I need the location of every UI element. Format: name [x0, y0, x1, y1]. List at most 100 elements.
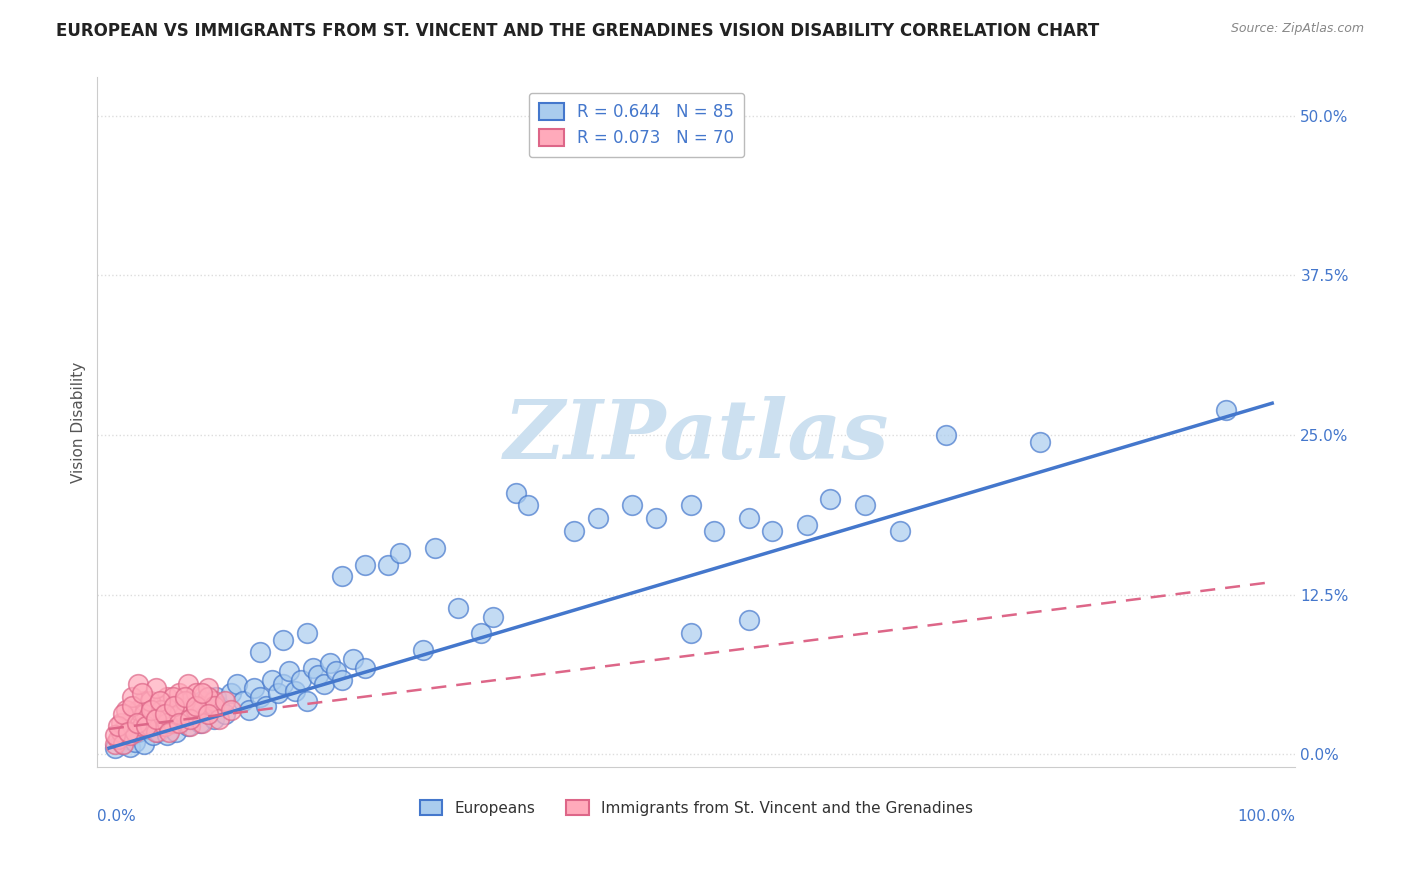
Point	[165, 724, 187, 739]
Point	[197, 690, 219, 704]
Point	[796, 517, 818, 532]
Point	[219, 703, 242, 717]
Point	[188, 715, 211, 730]
Point	[377, 558, 399, 573]
Point	[354, 558, 377, 573]
Point	[214, 706, 236, 721]
Point	[121, 728, 143, 742]
Point	[179, 712, 201, 726]
Point	[249, 690, 271, 704]
Point	[156, 715, 179, 730]
Point	[470, 626, 492, 640]
Point	[153, 712, 176, 726]
Point	[342, 651, 364, 665]
Point	[214, 694, 236, 708]
Point	[162, 715, 184, 730]
Point	[644, 511, 666, 525]
Point	[219, 686, 242, 700]
Point	[314, 677, 336, 691]
Point	[165, 698, 187, 713]
Point	[254, 698, 277, 713]
Point	[447, 600, 470, 615]
Point	[153, 719, 176, 733]
Point	[167, 703, 190, 717]
Text: 100.0%: 100.0%	[1237, 809, 1295, 823]
Text: 0.0%: 0.0%	[97, 809, 136, 823]
Point	[482, 609, 505, 624]
Y-axis label: Vision Disability: Vision Disability	[72, 362, 86, 483]
Point	[330, 673, 353, 688]
Point	[179, 694, 201, 708]
Point	[173, 706, 195, 721]
Point	[110, 715, 132, 730]
Point	[118, 739, 141, 754]
Point	[586, 511, 609, 525]
Point	[621, 499, 644, 513]
Point	[179, 698, 201, 713]
Point	[278, 665, 301, 679]
Point	[127, 703, 149, 717]
Point	[121, 712, 143, 726]
Point	[139, 703, 162, 717]
Point	[127, 677, 149, 691]
Point	[131, 719, 153, 733]
Point	[145, 681, 167, 695]
Point	[138, 694, 160, 708]
Point	[104, 728, 127, 742]
Point	[167, 686, 190, 700]
Text: EUROPEAN VS IMMIGRANTS FROM ST. VINCENT AND THE GRENADINES VISION DISABILITY COR: EUROPEAN VS IMMIGRANTS FROM ST. VINCENT …	[56, 22, 1099, 40]
Point	[191, 694, 214, 708]
Point	[388, 546, 411, 560]
Point	[111, 706, 134, 721]
Point	[104, 737, 127, 751]
Point	[107, 719, 129, 733]
Point	[679, 499, 702, 513]
Point	[156, 728, 179, 742]
Point	[226, 677, 249, 691]
Point	[197, 703, 219, 717]
Point	[249, 645, 271, 659]
Point	[179, 719, 201, 733]
Point	[121, 698, 143, 713]
Legend: Europeans, Immigrants from St. Vincent and the Grenadines: Europeans, Immigrants from St. Vincent a…	[413, 794, 980, 822]
Point	[131, 686, 153, 700]
Point	[273, 632, 295, 647]
Point	[238, 703, 260, 717]
Point	[738, 511, 761, 525]
Point	[191, 686, 214, 700]
Point	[284, 683, 307, 698]
Point	[146, 724, 169, 739]
Point	[853, 499, 876, 513]
Point	[124, 735, 146, 749]
Point	[135, 722, 157, 736]
Point	[124, 724, 146, 739]
Point	[243, 681, 266, 695]
Point	[132, 694, 155, 708]
Point	[202, 694, 225, 708]
Point	[132, 706, 155, 721]
Point	[173, 712, 195, 726]
Point	[423, 541, 446, 555]
Point	[1215, 402, 1237, 417]
Point	[110, 735, 132, 749]
Point	[354, 660, 377, 674]
Point	[679, 626, 702, 640]
Point	[186, 703, 208, 717]
Point	[150, 703, 173, 717]
Point	[205, 690, 228, 704]
Point	[412, 642, 434, 657]
Point	[127, 724, 149, 739]
Point	[167, 706, 190, 721]
Point	[307, 668, 329, 682]
Point	[159, 706, 181, 721]
Point	[104, 741, 127, 756]
Point	[562, 524, 585, 538]
Point	[295, 626, 318, 640]
Point	[111, 737, 134, 751]
Point	[761, 524, 783, 538]
Point	[738, 613, 761, 627]
Point	[117, 724, 139, 739]
Point	[325, 665, 347, 679]
Point	[186, 686, 208, 700]
Point	[208, 698, 231, 713]
